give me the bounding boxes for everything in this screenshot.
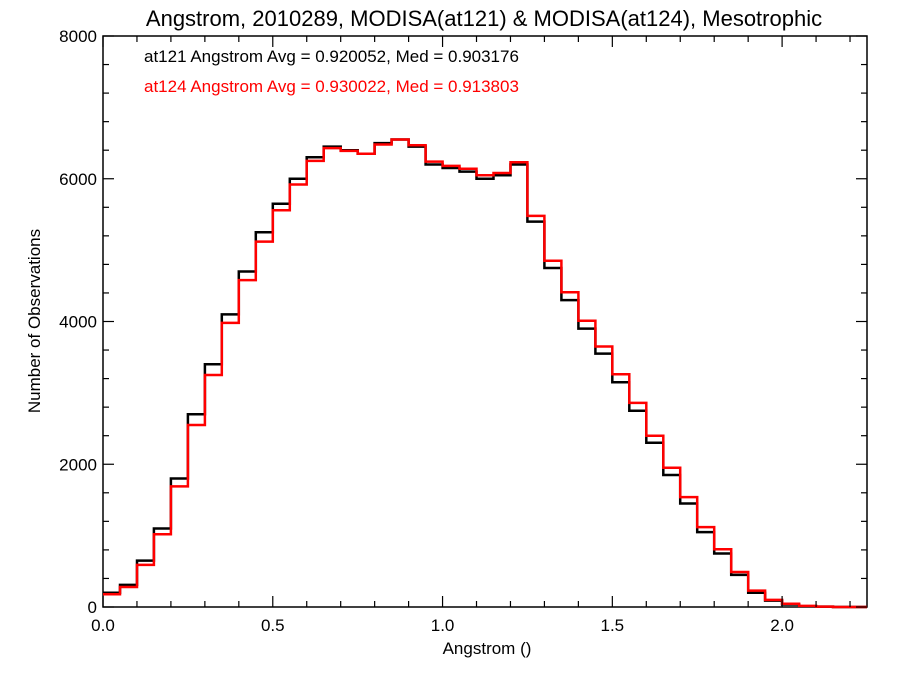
series-layer	[103, 138, 867, 609]
x-axis-label: Angstrom ()	[443, 639, 532, 658]
y-tick-label: 8000	[59, 27, 97, 46]
y-tick-label: 6000	[59, 170, 97, 189]
x-tick-label: 1.5	[601, 616, 625, 635]
chart-title: Angstrom, 2010289, MODISA(at121) & MODIS…	[146, 6, 822, 31]
y-tick-label: 2000	[59, 455, 97, 474]
series-line-0	[103, 138, 867, 609]
x-tick-label: 0.5	[261, 616, 285, 635]
legend-entry-at124: at124 Angstrom Avg = 0.930022, Med = 0.9…	[144, 77, 519, 96]
x-tick-label: 2.0	[770, 616, 794, 635]
x-tick-label: 1.0	[431, 616, 455, 635]
y-axis-label: Number of Observations	[25, 229, 44, 413]
plot-frame	[102, 35, 868, 608]
axis-ticks: 0.0 0.5 1.0 1.5 2.0 0 2000 4000 6000 8000	[59, 27, 867, 635]
series-line-1	[103, 138, 867, 609]
x-tick-label: 0.0	[91, 616, 115, 635]
y-tick-label: 0	[88, 598, 97, 617]
legend-entry-at121: at121 Angstrom Avg = 0.920052, Med = 0.9…	[144, 47, 519, 66]
y-tick-label: 4000	[59, 313, 97, 332]
